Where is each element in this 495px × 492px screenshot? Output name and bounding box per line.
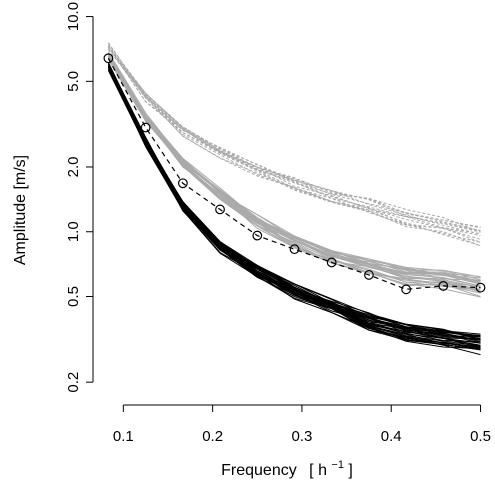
series-line-gray-dotted [108,45,481,243]
series-line-gray-solid [107,52,481,287]
series-line-black-solid [107,65,481,337]
x-axis-unit-exponent: −1 [331,459,344,471]
plot-lines [107,42,481,356]
series-line-black-solid [107,63,481,340]
series-line-gray-dotted [107,46,481,243]
data-point-circle [401,284,412,295]
series-line-gray-dotted [108,48,481,247]
x-axis-unit-close: ] [348,462,352,479]
data-point-circle [364,270,374,280]
series-line-black-solid [107,66,481,350]
series-line-gray-solid [107,56,481,291]
x-tick-label: 0.4 [381,428,402,445]
y-axis: 0.2 0.5 1.0 2.0 5.0 10.0 [65,2,94,393]
series-line-gray-solid [107,56,481,278]
y-tick-label: 0.5 [65,286,82,307]
data-point-circle [475,282,486,293]
series-line-black-solid [107,62,481,340]
series-line-black-solid [107,63,481,348]
data-point-circle [252,230,263,241]
series-line-black-solid [107,66,481,346]
series-line-gray-solid [107,57,481,288]
series-line-black-solid [107,65,481,343]
x-axis-label: Frequency [221,462,297,479]
x-axis-unit: [ h [309,462,327,479]
series-line-gray-dotted [108,47,481,228]
x-tick-label: 0.5 [470,428,491,445]
x-axis: 0.1 0.2 0.3 0.4 0.5 [113,404,491,445]
series-line-black-solid [107,70,481,350]
series-line-black-solid [107,66,481,343]
y-tick-label: 0.2 [65,372,82,393]
series-line-black-solid [107,67,481,349]
series-line-gray-solid [107,52,481,279]
data-point-circle [177,178,188,189]
data-point-circle [438,281,449,291]
series-line-black-solid [107,63,481,349]
series-line-black-solid [107,69,481,347]
series-line-black-solid [107,66,481,356]
data-point-circle [215,204,225,215]
series-line-black-solid [107,63,481,344]
x-tick-label: 0.3 [292,428,313,445]
series-line-black-solid [107,62,481,344]
series-line-black-solid [107,64,481,351]
series-line-black-solid [107,63,481,340]
series-line-black-solid [107,62,481,335]
x-axis-title: Frequency [ h −1 ] [221,455,353,479]
data-point-circle [140,122,151,133]
x-tick-label: 0.2 [202,428,223,445]
series-line-black-solid [107,65,481,349]
y-tick-label: 2.0 [65,157,82,178]
plot-markers [103,53,486,295]
y-tick-label: 5.0 [65,71,82,92]
series-line-black-dashed-circles [107,58,481,290]
x-tick-label: 0.1 [113,428,134,445]
data-point-circle [326,257,337,268]
series-line-gray-solid [107,54,481,285]
y-axis-title: Amplitude [m/s] [12,155,29,265]
data-point-circle [289,244,300,255]
series-line-black-solid [107,69,481,351]
series-line-gray-dotted [107,42,481,229]
y-tick-label: 1.0 [65,221,82,242]
series-line-gray-dotted [108,47,481,232]
data-point-circle [103,53,114,64]
series-line-gray-dotted [107,46,481,246]
series-line-black-solid [107,66,481,350]
y-tick-label: 10.0 [65,2,82,31]
series-line-gray-dotted [107,46,481,235]
series-line-gray-dotted [108,49,481,233]
